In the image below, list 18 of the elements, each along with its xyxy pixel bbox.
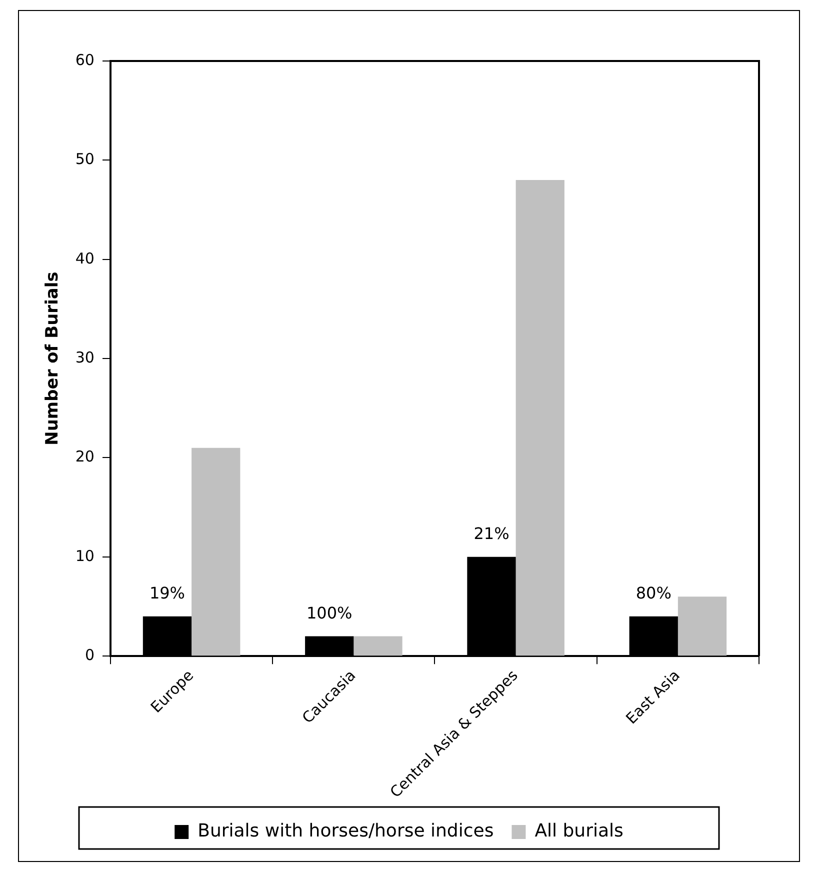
legend-label: All burials bbox=[534, 820, 624, 842]
y-tick-label: 60 bbox=[75, 50, 94, 69]
annotation: 80% bbox=[636, 584, 672, 603]
annotation: 21% bbox=[474, 524, 510, 544]
y-tick-label: 10 bbox=[75, 546, 94, 565]
legend-label: Burials with horses/horse indices bbox=[198, 820, 494, 842]
y-tick-label: 50 bbox=[75, 150, 94, 168]
y-axis-title: Number of Burials bbox=[42, 272, 63, 446]
y-tick-label: 0 bbox=[84, 646, 94, 664]
y-tick-label: 20 bbox=[75, 448, 94, 466]
bar bbox=[516, 180, 564, 656]
bar bbox=[678, 596, 727, 656]
bar bbox=[192, 448, 240, 656]
annotation: 19% bbox=[149, 584, 186, 603]
annotation: 100% bbox=[306, 603, 352, 622]
y-tick-label: 40 bbox=[75, 249, 94, 268]
bar bbox=[354, 636, 402, 656]
y-tick-label: 30 bbox=[75, 348, 94, 366]
